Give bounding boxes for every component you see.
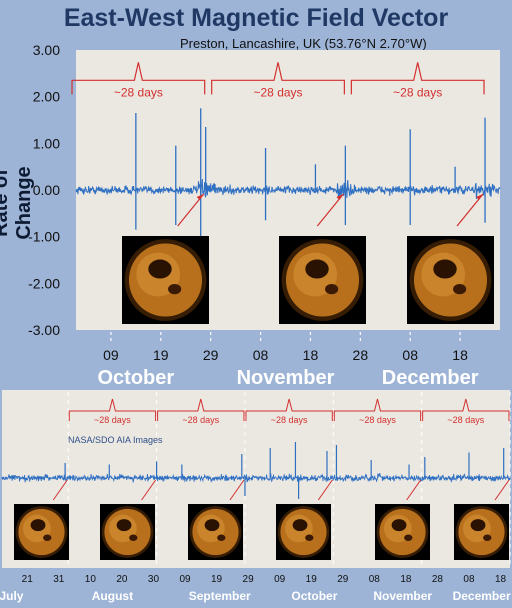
x-tick-label: 08: [369, 574, 381, 585]
rotation-arrow: [406, 479, 422, 501]
x-tick-label: 18: [303, 347, 319, 363]
x-tick-label: 19: [306, 574, 318, 585]
solar-image-top: [122, 236, 209, 324]
solar-image-top-hole2: [453, 284, 467, 295]
rotation-annotation: ~28 days: [254, 85, 303, 99]
chart-title: East-West Magnetic Field Vector: [63, 4, 449, 32]
month-label: October: [98, 367, 175, 389]
x-tick-label: 21: [22, 574, 34, 585]
x-tick-label: 19: [211, 574, 223, 585]
solar-image-bottom-hole: [391, 519, 407, 532]
x-tick-label: 18: [452, 347, 468, 363]
y-tick-label: 1.00: [33, 135, 60, 151]
rotation-arrow: [52, 479, 68, 501]
solar-image-bottom: [276, 504, 331, 560]
rotation-annotation: ~28 days: [94, 415, 131, 425]
rotation-arrow: [317, 479, 333, 501]
solar-image-bottom-hole2: [43, 534, 52, 542]
solar-image-bottom: [14, 504, 69, 560]
x-tick-label: 09: [274, 574, 286, 585]
solar-image-bottom: [454, 504, 509, 560]
y-tick-label: 3.00: [33, 42, 60, 58]
x-tick-label: 28: [432, 574, 444, 585]
x-tick-label: 28: [353, 347, 369, 363]
rotation-arrow-head: [336, 194, 344, 200]
month-label: November: [373, 589, 432, 603]
rotation-arrow: [229, 479, 245, 501]
solar-image-top-hole2: [325, 284, 339, 295]
rotation-bracket: [422, 398, 510, 421]
x-tick-label: 19: [153, 347, 169, 363]
rotation-arrow-head: [196, 194, 204, 200]
rotation-bracket: [350, 62, 485, 95]
rotation-arrow: [141, 479, 157, 501]
x-tick-label: 29: [337, 574, 349, 585]
x-tick-label: 29: [203, 347, 219, 363]
solar-image-bottom: [375, 504, 430, 560]
y-tick-label: 0.00: [33, 182, 60, 198]
rotation-bracket: [68, 398, 157, 421]
rotation-annotation: ~28 days: [271, 415, 308, 425]
solar-image-bottom-hole: [30, 519, 46, 532]
x-tick-label: 10: [85, 574, 97, 585]
rotation-annotation: ~28 days: [114, 85, 163, 99]
solar-image-bottom-hole: [470, 519, 486, 532]
solar-image-bottom-hole: [292, 519, 308, 532]
solar-image-bottom-hole2: [305, 534, 314, 542]
solar-image-bottom: [188, 504, 243, 560]
solar-image-top: [279, 236, 366, 324]
rotation-bracket: [211, 62, 345, 95]
month-label: July: [0, 589, 24, 603]
x-tick-label: 30: [148, 574, 160, 585]
solar-image-top-hole: [305, 259, 329, 279]
solar-image-top: [407, 236, 494, 324]
month-label: December: [382, 367, 479, 389]
rotation-bracket: [71, 62, 206, 95]
solar-image-top-hole2: [168, 284, 182, 295]
x-tick-label: 18: [495, 574, 507, 585]
x-tick-label: 18: [400, 574, 412, 585]
y-tick-label: 2.00: [33, 89, 60, 105]
solar-image-top-hole: [433, 259, 457, 279]
x-tick-label: 09: [103, 347, 119, 363]
rotation-annotation: ~28 days: [447, 415, 484, 425]
top-signal-series: [75, 178, 501, 200]
solar-image-bottom-hole2: [404, 534, 413, 542]
rotation-annotation: ~28 days: [393, 85, 442, 99]
rotation-arrow-head: [476, 194, 484, 200]
x-tick-label: 08: [402, 347, 418, 363]
solar-image-bottom-hole2: [129, 534, 138, 542]
rotation-annotation: ~28 days: [182, 415, 219, 425]
y-tick-label: -1.00: [28, 229, 60, 245]
rotation-annotation: ~28 days: [359, 415, 396, 425]
rotation-bracket: [333, 398, 422, 421]
solar-image-bottom: [100, 504, 155, 560]
x-tick-label: 09: [179, 574, 191, 585]
solar-image-top-hole: [148, 259, 172, 279]
solar-image-bottom-hole2: [483, 534, 492, 542]
month-label: November: [237, 367, 335, 389]
y-tick-label: -3.00: [28, 322, 60, 338]
month-label: September: [189, 589, 251, 603]
x-tick-label: 29: [243, 574, 255, 585]
month-label: October: [291, 589, 337, 603]
x-tick-label: 08: [253, 347, 269, 363]
month-label: August: [92, 589, 133, 603]
x-tick-label: 08: [463, 574, 475, 585]
solar-image-bottom-hole: [116, 519, 132, 532]
rotation-bracket: [157, 398, 245, 421]
chart-subtitle: Preston, Lancashire, UK (53.76°N 2.70°W): [180, 36, 427, 51]
month-label: December: [453, 589, 511, 603]
y-tick-label: -2.00: [28, 275, 60, 291]
x-tick-label: 20: [116, 574, 128, 585]
solar-image-bottom-hole: [204, 519, 220, 532]
bottom-signal-series: [1, 473, 511, 484]
rotation-arrow: [494, 479, 510, 501]
solar-image-bottom-hole2: [217, 534, 226, 542]
sdo-images-label: NASA/SDO AIA Images: [68, 435, 163, 445]
x-tick-label: 31: [53, 574, 65, 585]
rotation-bracket: [245, 398, 333, 421]
